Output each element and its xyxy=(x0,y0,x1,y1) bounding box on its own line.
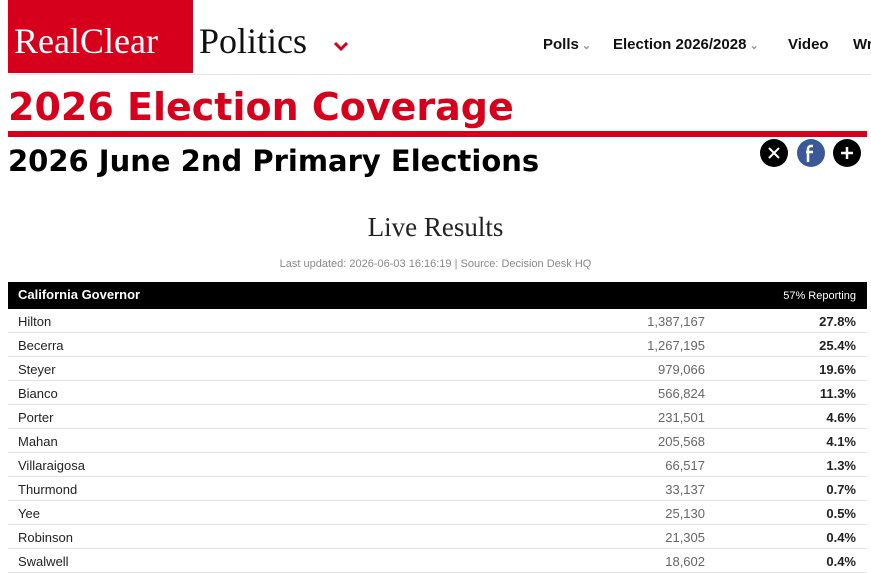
votes: 231,501 xyxy=(658,410,705,425)
votes: 979,066 xyxy=(658,362,705,377)
chevron[interactable] xyxy=(333,40,349,52)
result-row: Villaraigosa 66,517 1.3% xyxy=(8,453,867,477)
result-row: Hilton 1,387,167 27.8% xyxy=(8,309,867,333)
updated-note: Last updated: 2026-06-03 16:16:19 | Sour… xyxy=(279,258,592,270)
nav-item[interactable]: Election 2026/2028 ⌄ xyxy=(613,36,759,53)
percent: 27.8% xyxy=(819,314,856,329)
table-header: California Governor 57% Reporting xyxy=(8,282,867,309)
nav-item[interactable]: Video xyxy=(788,36,829,53)
page-subtitle: 2026 June 2nd Primary Elections xyxy=(8,144,540,178)
result-row: Steyer 979,066 19.6% xyxy=(8,357,867,381)
percent: 4.6% xyxy=(826,410,856,425)
votes: 33,137 xyxy=(665,482,705,497)
logo-box[interactable] xyxy=(8,0,193,73)
logo-text[interactable]: RealClear xyxy=(14,21,158,61)
candidate: Hilton xyxy=(18,314,52,329)
percent: 0.5% xyxy=(826,506,856,521)
result-row: Bianco 566,824 11.3% xyxy=(8,381,867,405)
percent: 1.3% xyxy=(826,458,856,473)
percent: 11.3% xyxy=(819,386,856,401)
candidate: Porter xyxy=(18,410,54,425)
candidate: Yee xyxy=(18,506,40,521)
result-row: Mahan 205,568 4.1% xyxy=(8,429,867,453)
results-heading: Live Results xyxy=(367,212,504,242)
result-row: Becerra 1,267,195 25.4% xyxy=(8,333,867,357)
percent: 25.4% xyxy=(819,338,856,353)
candidate: Thurmond xyxy=(18,482,78,497)
share-more[interactable] xyxy=(833,139,861,167)
candidate: Steyer xyxy=(18,362,56,377)
race-name: California Governor xyxy=(18,287,141,302)
candidate: Villaraigosa xyxy=(18,458,85,473)
votes: 21,305 xyxy=(665,530,705,545)
percent: 0.4% xyxy=(826,554,856,569)
share-icons xyxy=(760,139,861,167)
logo-text[interactable]: Politics xyxy=(199,21,308,61)
nav-item[interactable]: Wr xyxy=(853,36,871,53)
percent: 0.7% xyxy=(826,482,856,497)
result-row: Porter 231,501 4.6% xyxy=(8,405,867,429)
votes: 1,387,167 xyxy=(647,314,705,329)
votes: 25,130 xyxy=(665,506,705,521)
divider xyxy=(8,74,871,75)
candidate: Becerra xyxy=(18,338,64,353)
result-row: Yee 25,130 0.5% xyxy=(8,501,867,525)
percent: 19.6% xyxy=(819,362,856,377)
candidate: Robinson xyxy=(18,530,73,545)
result-row: Swalwell 18,602 0.4% xyxy=(8,549,867,573)
votes: 566,824 xyxy=(658,386,705,401)
share-x[interactable] xyxy=(760,139,788,167)
divider xyxy=(8,131,867,137)
votes: 18,602 xyxy=(665,554,705,569)
page-title: 2026 Election Coverage xyxy=(8,85,514,129)
result-row: Robinson 21,305 0.4% xyxy=(8,525,867,549)
votes: 1,267,195 xyxy=(647,338,705,353)
candidate: Mahan xyxy=(18,434,58,449)
share-facebook[interactable] xyxy=(797,139,825,167)
percent: 0.4% xyxy=(826,530,856,545)
candidate: Bianco xyxy=(18,386,58,401)
percent: 4.1% xyxy=(826,434,856,449)
result-row: Thurmond 33,137 0.7% xyxy=(8,477,867,501)
reporting: 57% Reporting xyxy=(783,290,856,302)
votes: 205,568 xyxy=(658,434,705,449)
nav-item[interactable]: Polls ⌄ xyxy=(543,36,592,53)
candidate: Swalwell xyxy=(18,554,69,569)
votes: 66,517 xyxy=(665,458,705,473)
